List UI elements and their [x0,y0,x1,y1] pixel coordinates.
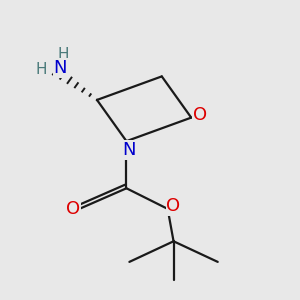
Text: H: H [36,61,47,76]
Text: N: N [123,141,136,159]
Text: O: O [167,197,181,215]
Text: N: N [53,59,67,77]
Text: O: O [66,200,80,218]
Text: H: H [57,47,69,62]
Text: O: O [193,106,207,124]
